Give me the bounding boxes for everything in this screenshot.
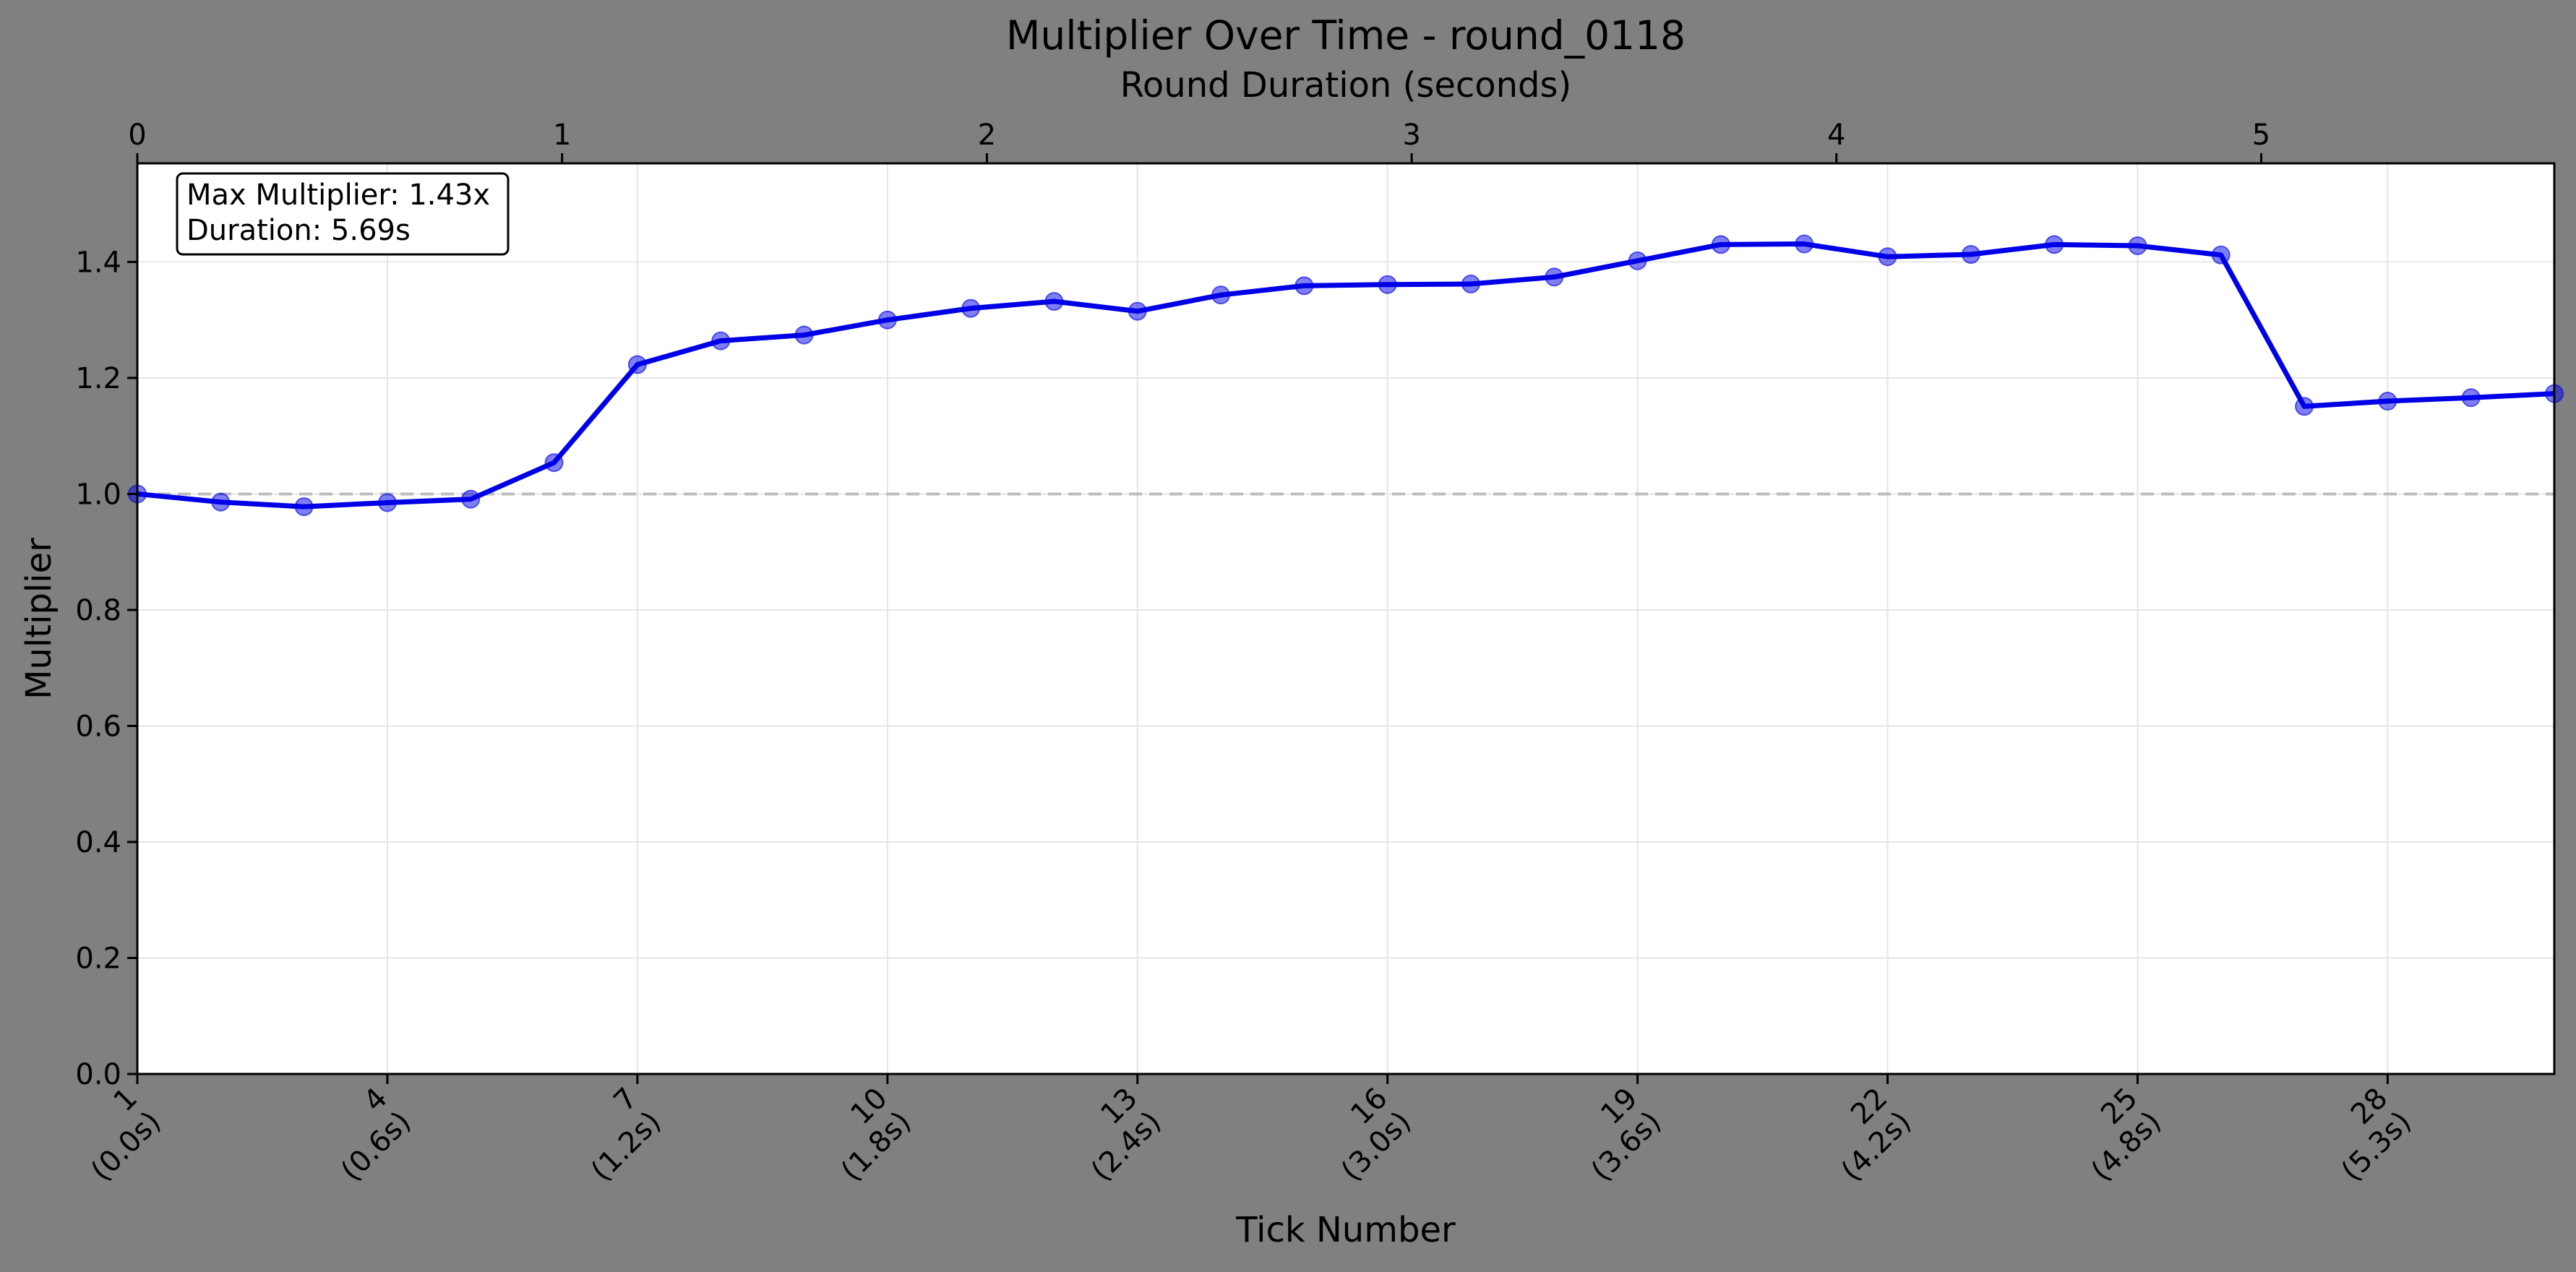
data-point	[794, 325, 814, 345]
y-tick-label: 0.0	[75, 1058, 121, 1091]
data-point	[1128, 301, 1147, 321]
data-point	[2045, 235, 2064, 254]
y-tick-label: 0.2	[75, 942, 121, 975]
y-tick-label: 1.4	[75, 246, 121, 279]
stats-duration: Duration: 5.69s	[186, 214, 411, 247]
data-point	[211, 492, 231, 512]
top-tick-label: 3	[1402, 119, 1420, 152]
data-point	[961, 298, 981, 318]
data-point	[2128, 236, 2147, 255]
top-tick-label: 5	[2252, 119, 2270, 152]
data-point	[2461, 388, 2481, 408]
top-tick-label: 1	[553, 119, 571, 152]
series-line	[137, 241, 2555, 510]
series-group	[128, 234, 2564, 517]
y-tick-label: 0.4	[75, 826, 121, 859]
y-axis: 0.0 0.2 0.4 0.6 0.8 1.0 1.2 1.4	[75, 246, 137, 1091]
top-tick-label: 0	[128, 119, 146, 152]
data-point	[877, 310, 897, 330]
y-axis-label: Multiplier	[19, 538, 59, 700]
data-point	[1461, 274, 1480, 293]
top-tick-label: 2	[978, 119, 996, 152]
data-point	[711, 331, 731, 351]
stats-annotation-box	[176, 172, 510, 256]
y-tick-label: 0.6	[75, 710, 121, 743]
secondary-x-axis-label: Round Duration (seconds)	[1120, 65, 1572, 106]
data-point	[377, 493, 397, 512]
data-point	[1211, 285, 1231, 305]
data-point	[2378, 392, 2397, 411]
data-point	[1378, 275, 1397, 294]
data-point	[1795, 234, 1814, 254]
data-point	[2211, 245, 2231, 265]
x-axis-label: Tick Number	[1235, 1210, 1456, 1250]
plot-frame	[136, 162, 2556, 1075]
data-point	[2295, 397, 2314, 416]
top-tick-label: 4	[1827, 119, 1845, 152]
data-point	[1295, 276, 1314, 296]
data-point	[1878, 247, 1897, 267]
stats-max-multiplier: Max Multiplier: 1.43x	[186, 179, 490, 212]
y-tick-label: 0.8	[75, 594, 121, 627]
data-point	[1711, 235, 1730, 254]
plot-area	[137, 163, 2554, 1074]
chart-title: Multiplier Over Time - round_0118	[1006, 12, 1686, 59]
data-point	[1628, 251, 1647, 270]
y-tick-label: 1.2	[75, 362, 121, 395]
y-tick-label: 1.0	[75, 478, 121, 511]
data-point	[1545, 267, 1564, 287]
secondary-x-axis: 0 1 2 3 4 5	[128, 119, 2270, 163]
data-point	[1961, 245, 1980, 264]
data-point	[294, 497, 314, 517]
data-point	[544, 453, 564, 473]
stats-annotation: Max Multiplier: 1.43x Duration: 5.69s	[176, 172, 510, 256]
data-point	[461, 489, 481, 509]
data-point	[1044, 292, 1064, 311]
data-point	[627, 355, 647, 374]
